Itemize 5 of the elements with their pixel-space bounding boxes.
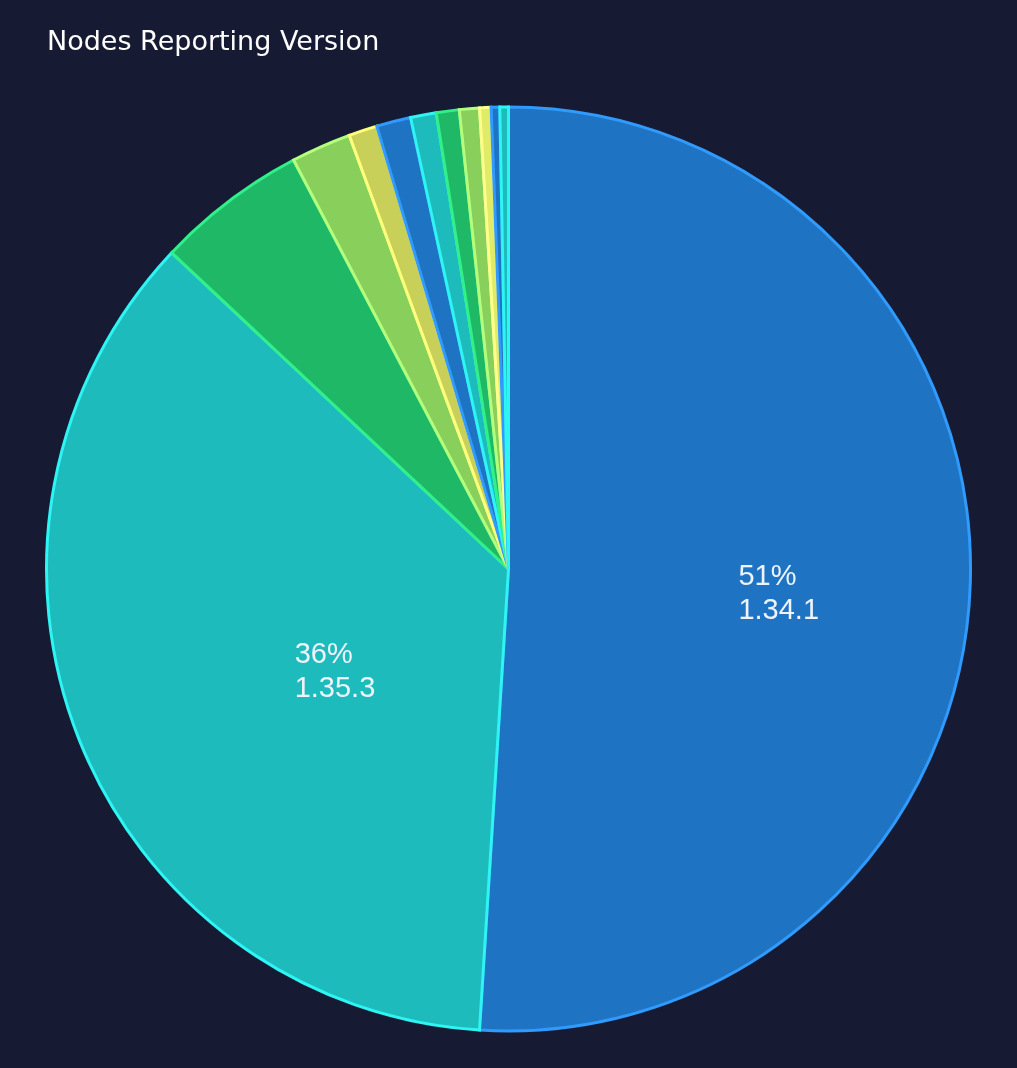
slice-label: 1.35.3 [294, 670, 376, 703]
chart-title: Nodes Reporting Version [47, 25, 380, 56]
slice-label: 1.34.1 [738, 593, 820, 626]
data-label: 51% [738, 559, 797, 592]
data-label: 36% [294, 636, 353, 669]
